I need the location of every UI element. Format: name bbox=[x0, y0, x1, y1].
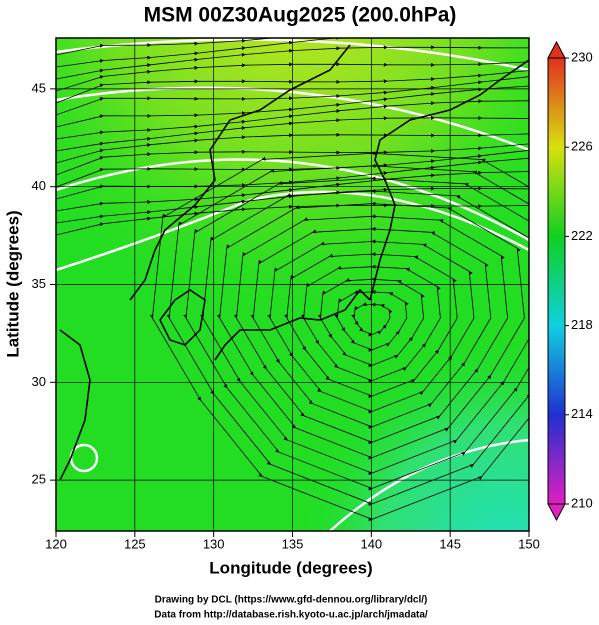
colorbar-tick-label: 214 bbox=[571, 406, 593, 421]
coastline bbox=[59, 44, 529, 481]
plot-area bbox=[56, 38, 529, 531]
y-tick-label: 30 bbox=[32, 374, 46, 389]
china-coast bbox=[59, 329, 91, 481]
x-axis-title: Longitude (degrees) bbox=[209, 558, 372, 577]
colorbar-tick-label: 218 bbox=[571, 317, 593, 332]
korea bbox=[159, 289, 206, 346]
x-tick-label: 145 bbox=[439, 536, 461, 551]
colorbar bbox=[547, 57, 566, 505]
mainland bbox=[129, 44, 351, 301]
colorbar-tick-label: 222 bbox=[571, 228, 593, 243]
x-tick-label: 150 bbox=[518, 536, 540, 551]
colorbar-tick-label: 226 bbox=[571, 139, 593, 154]
credit: Data from http://database.rish.kyoto-u.a… bbox=[154, 610, 428, 621]
streamline bbox=[149, 151, 529, 522]
credit: Drawing by DCL (https://www.gfd-dennou.o… bbox=[155, 595, 428, 606]
y-tick-label: 25 bbox=[32, 472, 46, 487]
x-tick-label: 125 bbox=[124, 536, 146, 551]
x-tick-label: 140 bbox=[360, 536, 382, 551]
x-tick-label: 120 bbox=[45, 536, 67, 551]
y-tick-label: 35 bbox=[32, 276, 46, 291]
x-tick-label: 130 bbox=[203, 536, 225, 551]
colorbar-extend bbox=[547, 40, 566, 59]
plot-frame bbox=[55, 37, 530, 532]
axes: 120 125 130 135 140 145 150 25 30 35 40 45 210 214 218… bbox=[32, 40, 593, 551]
y-axis-title: Latitude (degrees) bbox=[3, 210, 22, 357]
y-tick-label: 40 bbox=[32, 178, 46, 193]
colorbar-tick-label: 210 bbox=[571, 495, 593, 510]
japan bbox=[214, 59, 529, 361]
x-tick-label: 135 bbox=[282, 536, 304, 551]
y-tick-label: 45 bbox=[32, 80, 46, 95]
colorbar-tick-label: 230 bbox=[571, 49, 593, 64]
colorbar-extend bbox=[547, 503, 566, 522]
chart-title: MSM 00Z30Aug2025 (200.0hPa) bbox=[144, 4, 457, 27]
